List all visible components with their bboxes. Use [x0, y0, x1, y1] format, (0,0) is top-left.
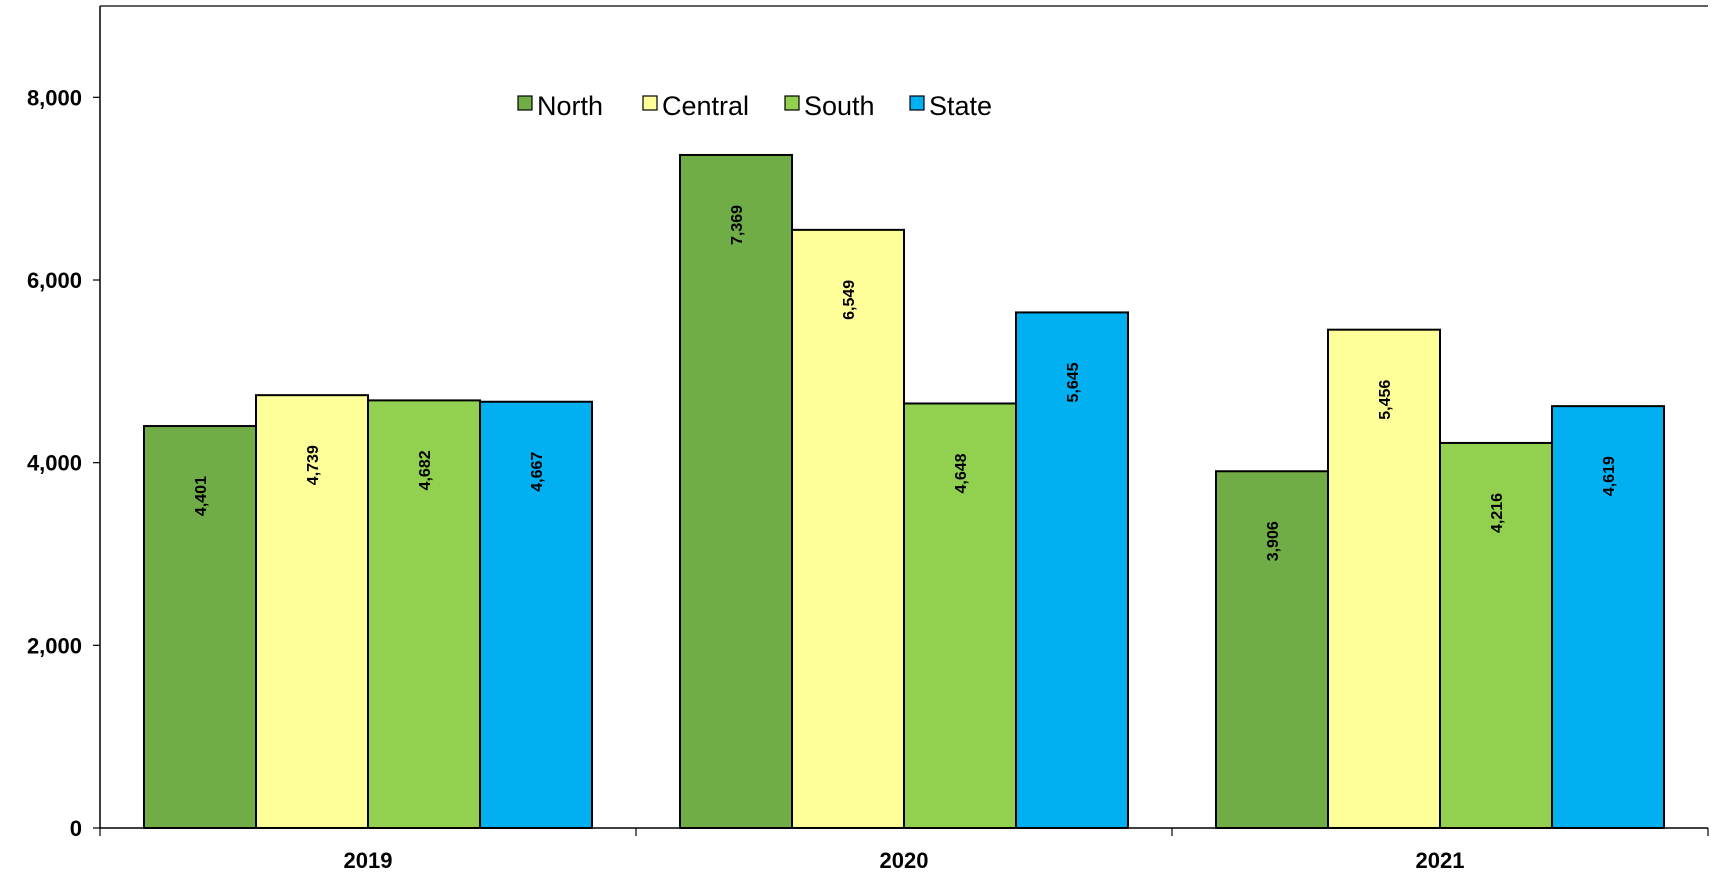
bar-state-2019 [479, 400, 593, 829]
legend-swatch-central [642, 95, 658, 111]
y-tick-label: 4,000 [27, 451, 82, 476]
bar-south-2021 [1439, 441, 1553, 829]
data-label-north-2020: 7,369 [729, 205, 746, 245]
x-tick-label: 2021 [1416, 848, 1465, 873]
data-label-north-2021: 3,906 [1265, 521, 1282, 561]
x-axis-labels: 2019 2020 2021 [344, 848, 1465, 873]
data-label-central-2021: 5,456 [1377, 380, 1394, 420]
legend-swatch-south [784, 95, 800, 111]
y-axis-ticks: 0 2,000 4,000 6,000 8,000 [27, 85, 100, 841]
y-tick-label: 0 [70, 816, 82, 841]
legend-label-central: Central [662, 91, 749, 121]
x-tick-label: 2020 [880, 848, 929, 873]
legend-label-north: North [537, 91, 603, 121]
bar-central-2020 [791, 228, 905, 830]
data-label-state-2021: 4,619 [1601, 456, 1618, 496]
data-label-central-2020: 6,549 [841, 280, 858, 320]
legend-swatch-north [517, 95, 533, 111]
legend: North Central South State [517, 91, 992, 121]
bar-north-2019 [143, 425, 257, 829]
data-label-state-2019: 4,667 [529, 452, 546, 492]
bar-south-2019 [367, 399, 481, 829]
data-label-south-2021: 4,216 [1489, 493, 1506, 533]
x-tick-label: 2019 [344, 848, 393, 873]
bar-state-2020 [1015, 311, 1129, 829]
bar-north-2020 [679, 153, 793, 829]
data-labels: 4,401 4,739 4,682 4,667 7,369 6,549 4,648 5,645… [193, 205, 1618, 561]
axes [99, 5, 1709, 836]
bar-state-2021 [1551, 405, 1665, 829]
data-label-central-2019: 4,739 [305, 445, 322, 485]
data-label-south-2019: 4,682 [417, 450, 434, 490]
data-label-state-2020: 5,645 [1065, 362, 1082, 402]
bar-south-2020 [903, 402, 1017, 829]
legend-label-state: State [929, 91, 992, 121]
bar-central-2021 [1327, 328, 1441, 829]
data-label-south-2020: 4,648 [953, 453, 970, 493]
data-label-north-2019: 4,401 [193, 476, 210, 516]
legend-swatch-state [909, 95, 925, 111]
y-tick-label: 6,000 [27, 268, 82, 293]
legend-label-south: South [804, 91, 875, 121]
y-tick-label: 2,000 [27, 633, 82, 658]
bars [143, 153, 1665, 830]
y-tick-label: 8,000 [27, 85, 82, 110]
